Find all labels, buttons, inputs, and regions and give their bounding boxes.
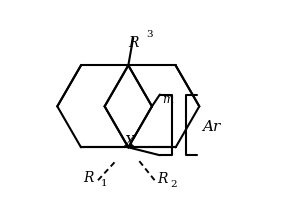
Text: 3: 3 bbox=[146, 30, 153, 39]
Text: 1: 1 bbox=[100, 179, 107, 188]
Text: m: m bbox=[162, 93, 173, 106]
Text: Ar: Ar bbox=[202, 120, 220, 134]
Text: X: X bbox=[125, 135, 135, 149]
Text: 2: 2 bbox=[170, 180, 177, 189]
Text: R: R bbox=[158, 172, 168, 186]
Text: R: R bbox=[83, 171, 94, 185]
Text: R: R bbox=[128, 36, 139, 50]
